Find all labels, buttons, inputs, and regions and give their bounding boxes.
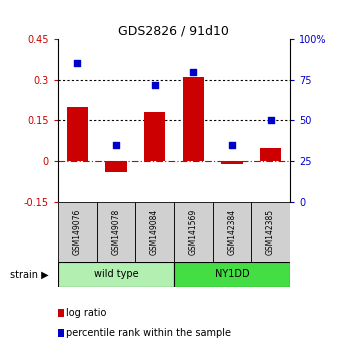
Text: NY1DD: NY1DD — [214, 269, 249, 279]
Bar — [174, 262, 290, 287]
Bar — [251, 202, 290, 262]
Bar — [144, 112, 165, 161]
Point — [191, 69, 196, 74]
Text: GSM141569: GSM141569 — [189, 209, 198, 255]
Text: GSM142385: GSM142385 — [266, 209, 275, 255]
Bar — [260, 148, 281, 161]
Bar — [174, 202, 212, 262]
Text: strain ▶: strain ▶ — [10, 269, 49, 279]
Bar — [58, 262, 174, 287]
Point — [268, 118, 273, 123]
Point — [229, 142, 235, 148]
Bar — [97, 202, 135, 262]
Bar — [105, 161, 127, 172]
Text: GSM149078: GSM149078 — [112, 209, 120, 255]
Text: wild type: wild type — [94, 269, 138, 279]
Bar — [183, 77, 204, 161]
Title: GDS2826 / 91d10: GDS2826 / 91d10 — [118, 25, 229, 38]
Point — [113, 142, 119, 148]
Bar — [212, 202, 251, 262]
Bar — [221, 161, 242, 164]
Text: GSM149084: GSM149084 — [150, 209, 159, 255]
Text: log ratio: log ratio — [65, 308, 106, 318]
Bar — [67, 107, 88, 161]
Bar — [135, 202, 174, 262]
Text: GSM149076: GSM149076 — [73, 209, 82, 255]
Text: GSM142384: GSM142384 — [227, 209, 236, 255]
Bar — [58, 202, 97, 262]
Point — [152, 82, 157, 87]
Point — [75, 61, 80, 66]
Text: percentile rank within the sample: percentile rank within the sample — [65, 328, 231, 338]
